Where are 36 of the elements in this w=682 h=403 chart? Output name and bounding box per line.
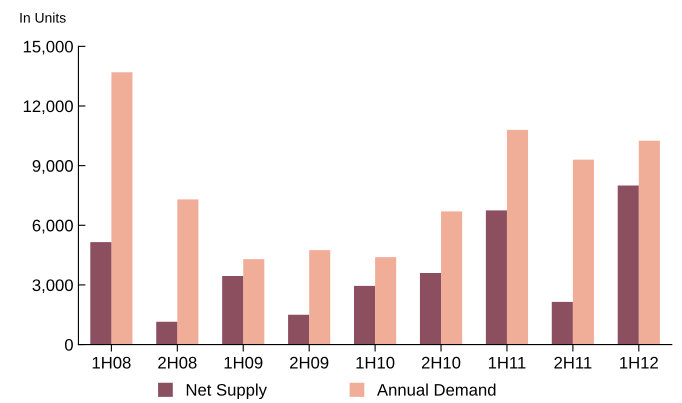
x-tick-label: 1H11 bbox=[488, 356, 526, 368]
bar bbox=[638, 140, 660, 345]
bar bbox=[222, 276, 244, 345]
y-tick-label: 15,000 bbox=[24, 40, 73, 55]
bar bbox=[111, 72, 132, 345]
bar bbox=[90, 242, 112, 345]
bar bbox=[618, 186, 639, 345]
bar bbox=[309, 250, 330, 345]
bar bbox=[420, 272, 442, 345]
x-tick-label: 2H09 bbox=[290, 356, 328, 369]
bar bbox=[243, 259, 264, 345]
x-tick-label: 2H11 bbox=[554, 356, 592, 368]
y-axis-title: In Units bbox=[20, 12, 66, 23]
bar bbox=[156, 322, 178, 345]
x-tick-label: 1H09 bbox=[224, 356, 262, 369]
bar bbox=[288, 314, 310, 345]
bar bbox=[375, 257, 396, 345]
legend-label: Net Supply bbox=[186, 384, 267, 400]
x-tick-label: 1H12 bbox=[620, 356, 658, 368]
bar bbox=[486, 210, 507, 345]
y-tick-label: 6,000 bbox=[32, 220, 73, 234]
bar bbox=[572, 160, 594, 345]
bar bbox=[552, 302, 573, 345]
bar bbox=[506, 130, 528, 345]
x-tick-label: 1H10 bbox=[356, 356, 394, 369]
legend-label: Annual Demand bbox=[377, 384, 496, 396]
bar bbox=[177, 199, 198, 345]
bar bbox=[354, 286, 376, 345]
bar bbox=[441, 211, 462, 345]
x-tick-label: 2H10 bbox=[422, 356, 460, 369]
y-tick-label: 9,000 bbox=[32, 160, 73, 174]
x-tick-label: 2H08 bbox=[158, 356, 197, 369]
y-tick-label: 3,000 bbox=[32, 279, 73, 294]
y-tick-label: 0 bbox=[64, 338, 73, 351]
y-tick-label: 12,000 bbox=[24, 100, 73, 114]
x-tick-label: 1H08 bbox=[92, 356, 131, 369]
